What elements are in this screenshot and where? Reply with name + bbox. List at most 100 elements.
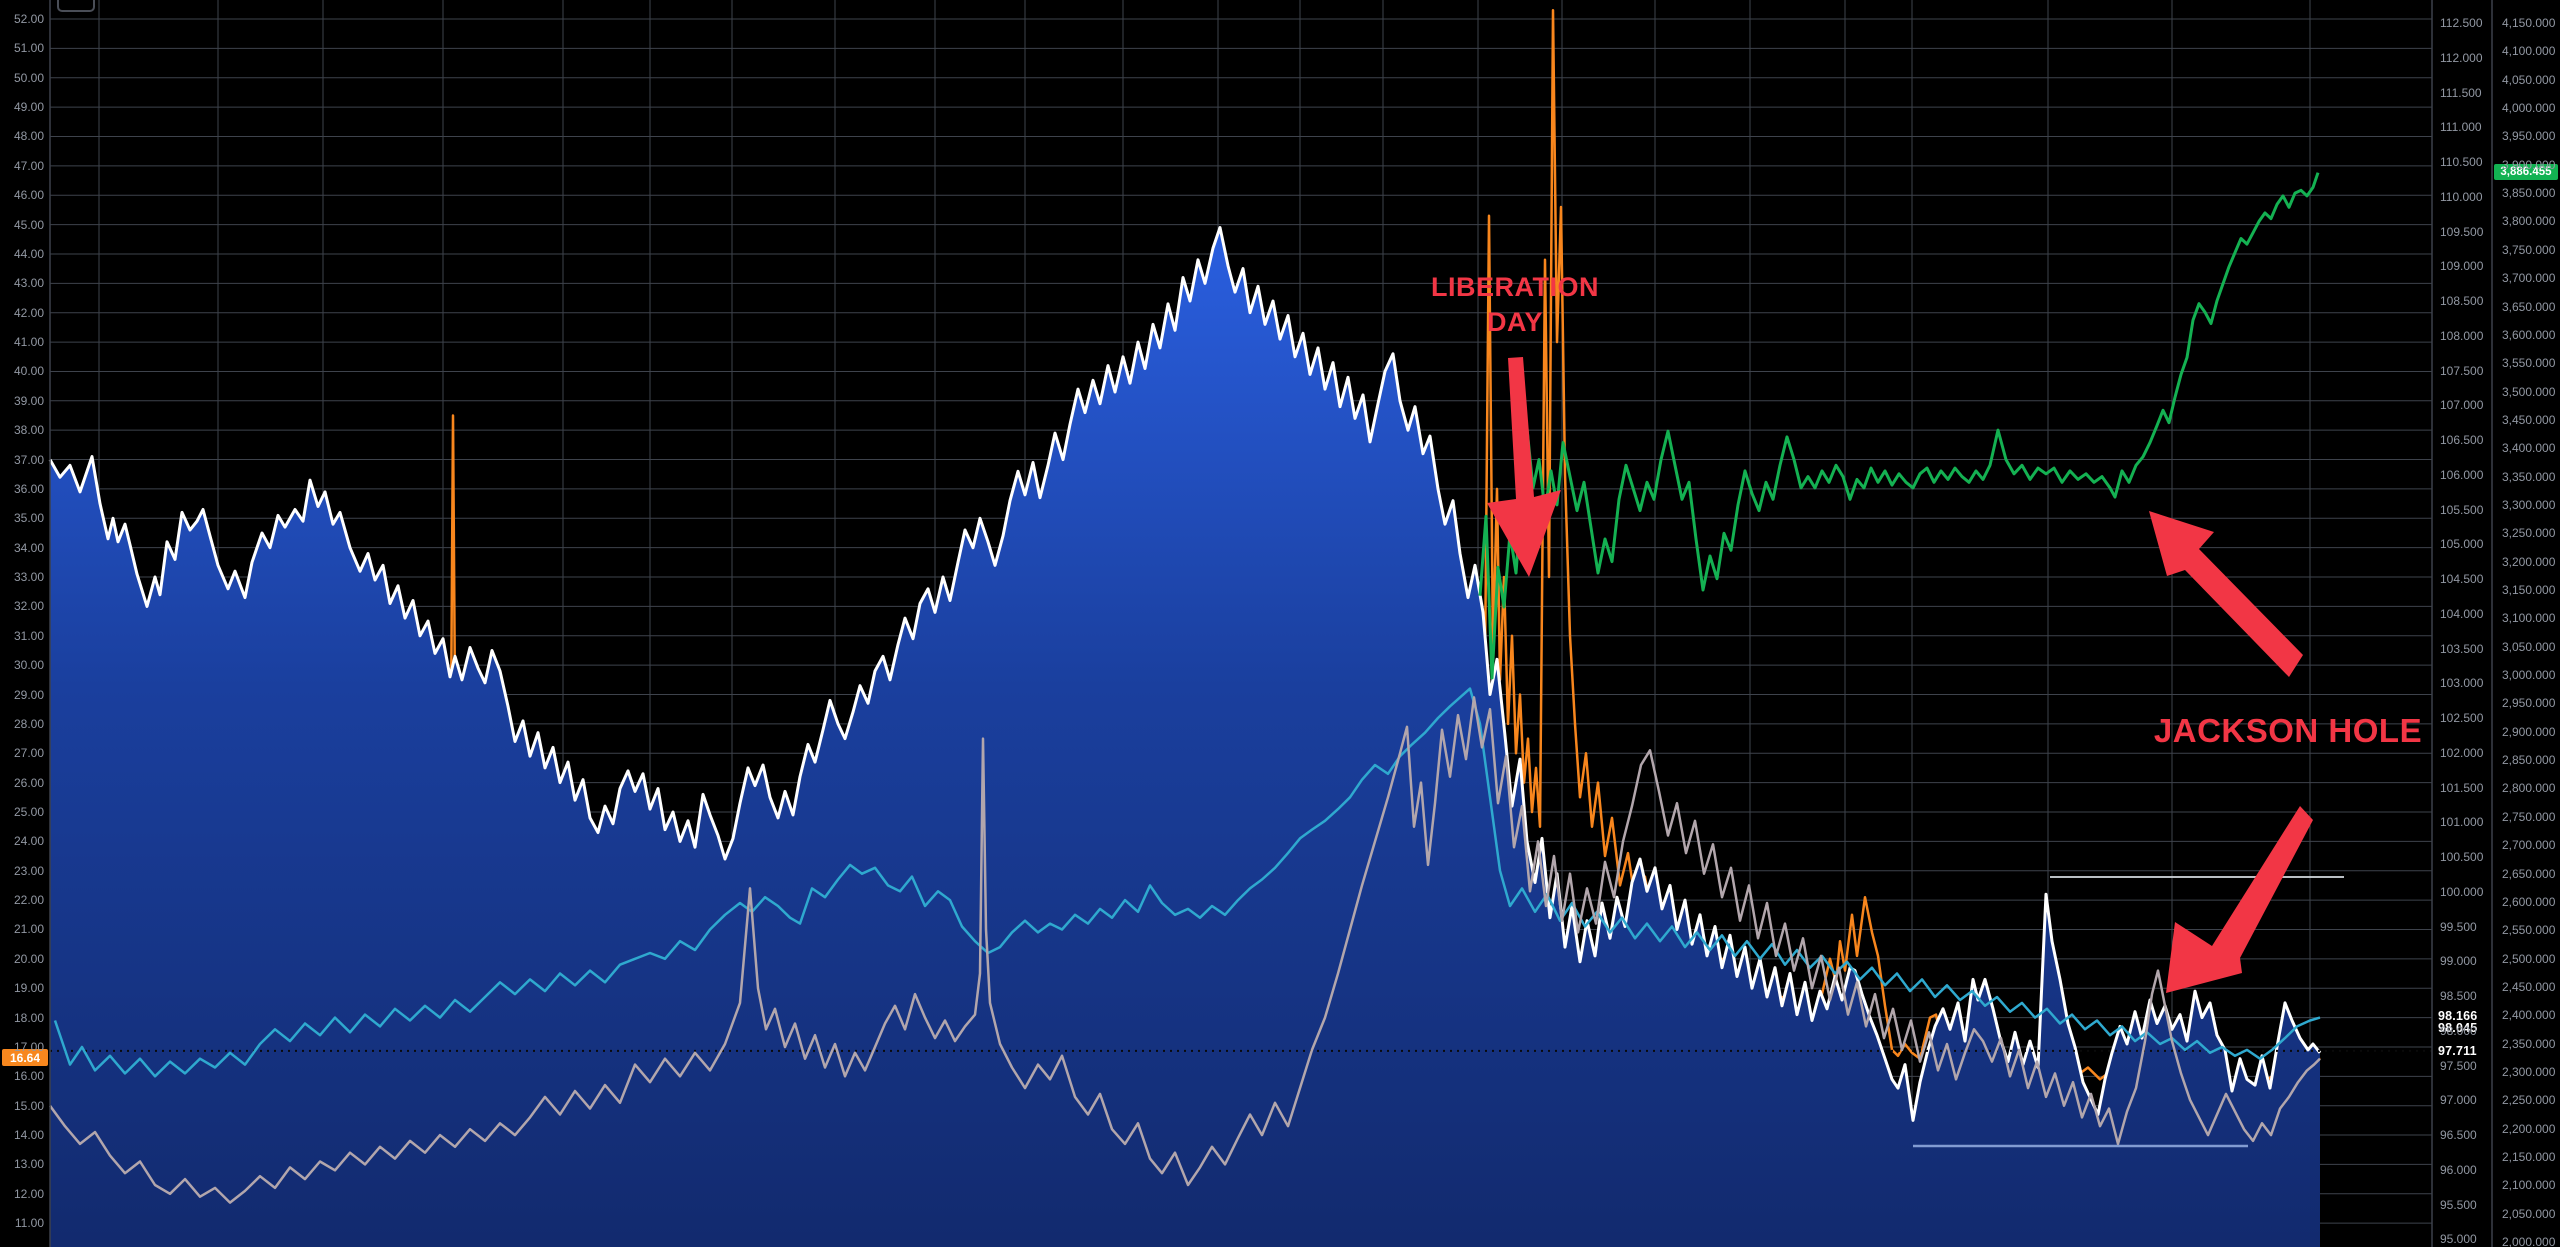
right_inner-tick-label: 95.000 — [2440, 1232, 2477, 1247]
left-tick-label: 30.00 — [13, 658, 44, 673]
left-tick-label: 15.00 — [13, 1098, 44, 1113]
right_outer-tick-label: 2,650.000 — [2502, 866, 2556, 881]
right_inner-tick-label: 100.000 — [2440, 884, 2484, 899]
left-tick-label: 45.00 — [13, 217, 44, 232]
left-tick-label: 28.00 — [13, 716, 44, 731]
liberation-day-line2: DAY — [1486, 306, 1544, 337]
right_inner-tick-label: 97.500 — [2440, 1058, 2477, 1073]
right_inner-tick-label: 102.000 — [2440, 745, 2484, 760]
left-tick-label: 20.00 — [13, 951, 44, 966]
left-tick-label: 41.00 — [13, 335, 44, 350]
left-tick-label: 16.00 — [13, 1069, 44, 1084]
left-tick-label: 12.00 — [13, 1186, 44, 1201]
right_outer-tick-label: 2,450.000 — [2502, 979, 2556, 994]
left-tick-label: 25.00 — [13, 804, 44, 819]
right_inner-tick-label: 102.500 — [2440, 711, 2484, 725]
left-tick-label: 32.00 — [13, 599, 44, 614]
jackson-hole-upper-arrow[interactable] — [2149, 511, 2303, 677]
right_outer-tick-label: 3,000.000 — [2502, 668, 2556, 683]
price-label-98-166: 98.166 — [2438, 1009, 2478, 1023]
right_outer-tick-label: 2,500.000 — [2502, 951, 2556, 966]
right_outer-tick-label: 2,200.000 — [2502, 1121, 2556, 1136]
right_outer-tick-label: 4,100.000 — [2502, 44, 2556, 59]
right_outer-tick-label: 3,650.000 — [2502, 299, 2556, 314]
left-tick-label: 29.00 — [13, 687, 44, 702]
right_outer-tick-label: 2,350.000 — [2502, 1036, 2556, 1051]
right_outer-tick-label: 4,000.000 — [2502, 101, 2556, 116]
right_outer-tick-label: 3,950.000 — [2502, 129, 2556, 144]
left-tick-label: 17.00 — [13, 1039, 44, 1054]
right_outer-tick-label: 2,850.000 — [2502, 753, 2556, 768]
liberation-day-arrow[interactable] — [1487, 357, 1561, 577]
right_outer-tick-label: 3,300.000 — [2502, 497, 2556, 512]
left-tick-label: 13.00 — [13, 1157, 44, 1172]
right_inner-tick-label: 96.000 — [2440, 1162, 2477, 1177]
right_outer-tick-label: 4,150.000 — [2502, 16, 2556, 30]
left-tick-label: 48.00 — [13, 129, 44, 144]
legend-collapse-button[interactable] — [57, 0, 95, 12]
right_inner-tick-label: 111.000 — [2440, 120, 2482, 135]
right_outer-tick-label: 2,100.000 — [2502, 1178, 2556, 1193]
right_inner-tick-label: 112.000 — [2440, 50, 2483, 65]
left-tick-label: 44.00 — [13, 246, 44, 261]
right_inner-tick-label: 105.000 — [2440, 537, 2484, 552]
jackson-hole-lower-arrow[interactable] — [2166, 806, 2313, 993]
right_inner-tick-label: 111.500 — [2440, 85, 2482, 100]
right_inner-tick-label: 101.500 — [2440, 780, 2484, 795]
jackson-hole-annotation[interactable]: JACKSON HOLE — [2138, 710, 2438, 752]
right_inner-tick-label: 112.500 — [2440, 16, 2483, 30]
right_inner-tick-label: 108.000 — [2440, 328, 2484, 343]
right_outer-tick-label: 3,500.000 — [2502, 384, 2556, 399]
left-tick-label: 51.00 — [13, 41, 44, 56]
liberation-day-annotation[interactable]: LIBERATION DAY — [1405, 270, 1625, 339]
left-tick-label: 49.00 — [13, 100, 44, 115]
liberation-day-line1: LIBERATION — [1431, 272, 1599, 302]
right_outer-tick-label: 2,150.000 — [2502, 1150, 2556, 1164]
right_outer-tick-label: 3,050.000 — [2502, 639, 2556, 654]
right_inner-tick-label: 100.500 — [2440, 850, 2484, 864]
right_inner-tick-label: 103.000 — [2440, 676, 2484, 691]
right_inner-tick-label: 107.500 — [2440, 363, 2484, 378]
right_inner-tick-label: 96.500 — [2440, 1128, 2477, 1142]
left-tick-label: 24.00 — [13, 834, 44, 849]
right_inner-tick-label: 103.500 — [2440, 641, 2484, 656]
right_inner-tick-label: 109.000 — [2440, 259, 2484, 274]
right_outer-tick-label: 2,600.000 — [2502, 894, 2556, 909]
cyan-line-series — [53, 687, 2321, 1078]
left-tick-label: 27.00 — [13, 746, 44, 761]
right_outer-tick-label: 4,050.000 — [2502, 72, 2556, 87]
left-tick-label: 36.00 — [13, 481, 44, 496]
right_outer-tick-label: 2,300.000 — [2502, 1064, 2556, 1079]
gray-line-series — [48, 696, 2321, 1204]
right_outer-tick-label: 3,750.000 — [2502, 242, 2556, 257]
orange-series-price-badge: 16.64 — [2, 1049, 48, 1066]
jackson-hole-text: JACKSON HOLE — [2153, 712, 2423, 749]
left-tick-label: 19.00 — [13, 981, 44, 996]
right_outer-tick-label: 2,700.000 — [2502, 838, 2556, 853]
right_inner-tick-label: 105.500 — [2440, 502, 2484, 517]
right_outer-tick-label: 3,600.000 — [2502, 327, 2556, 342]
right_inner-tick-label: 110.000 — [2440, 189, 2483, 204]
left-tick-label: 23.00 — [13, 863, 44, 878]
right_outer-tick-label: 3,800.000 — [2502, 214, 2556, 229]
right_inner-tick-label: 98.500 — [2440, 989, 2477, 1003]
left-tick-label: 37.00 — [13, 452, 44, 467]
right_outer-tick-label: 3,450.000 — [2502, 412, 2556, 427]
right_outer-tick-label: 3,350.000 — [2502, 469, 2556, 484]
left-tick-label: 46.00 — [13, 188, 44, 203]
blue-area-top-line — [48, 226, 2322, 1122]
left-tick-label: 34.00 — [13, 540, 44, 555]
right_inner-tick-label: 110.500 — [2440, 155, 2483, 169]
left-tick-label: 50.00 — [13, 70, 44, 85]
right_outer-tick-label: 2,550.000 — [2502, 923, 2556, 938]
right_outer-tick-label: 2,050.000 — [2502, 1206, 2556, 1221]
right_outer-tick-label: 3,900.000 — [2502, 157, 2556, 172]
left-tick-label: 14.00 — [13, 1128, 44, 1143]
right_inner-tick-label: 108.500 — [2440, 294, 2484, 308]
right_outer-tick-label: 2,800.000 — [2502, 781, 2556, 796]
right_inner-tick-label: 99.000 — [2440, 954, 2477, 969]
price-label-97-711: 97.711 — [2438, 1044, 2477, 1058]
left-tick-label: 21.00 — [13, 922, 44, 937]
